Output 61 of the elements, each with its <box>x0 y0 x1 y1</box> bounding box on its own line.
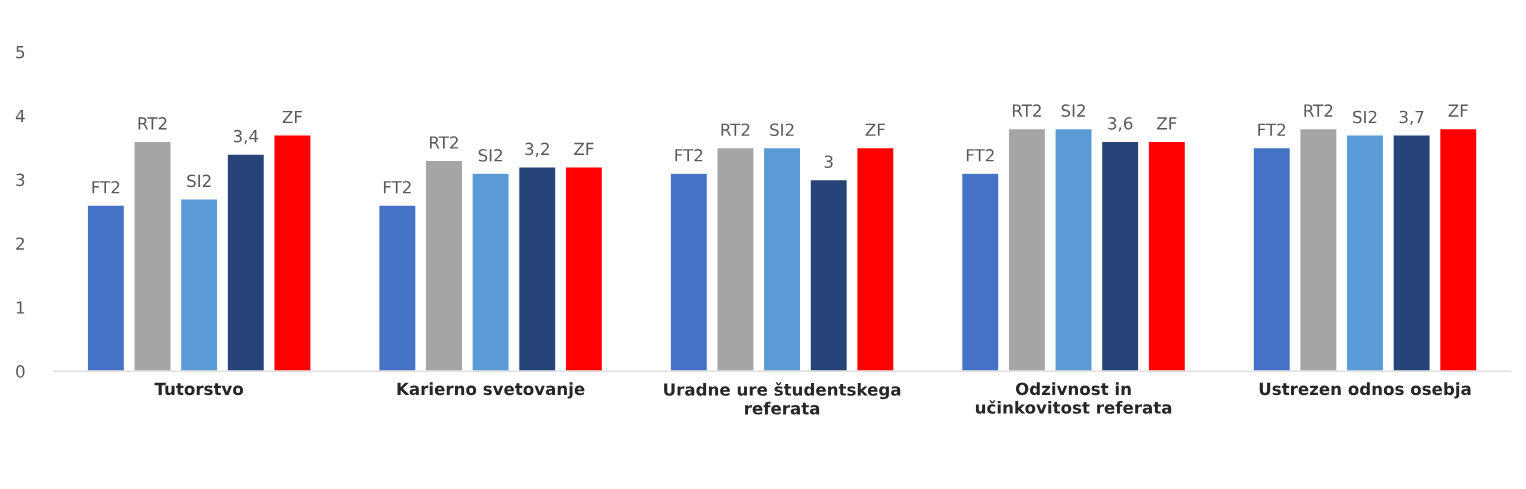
series-label: ZF <box>574 142 594 155</box>
bar <box>564 166 604 372</box>
x-tick-label: Ustrezen odnos osebja <box>1259 382 1471 399</box>
data-label: 3,4 <box>233 129 259 145</box>
y-tick-label: 5 <box>16 46 25 59</box>
x-tick-label: Tutorstvo <box>154 382 244 396</box>
bar <box>1100 140 1140 372</box>
text: FT2 <box>383 180 411 194</box>
series-label: RT2 <box>721 123 750 136</box>
bar <box>1252 146 1292 372</box>
text: SI2 <box>1061 104 1085 117</box>
series-label: FT2 <box>675 149 703 162</box>
data-label: 3 <box>824 155 833 168</box>
y-tick-label: 1 <box>16 301 25 314</box>
bar <box>1007 127 1047 372</box>
bar <box>669 172 709 372</box>
data-label: 3,2 <box>525 142 549 157</box>
x-tick-label: Odzivnost in učinkovitost referata <box>975 382 1172 414</box>
text: RT2 <box>430 136 458 149</box>
x-tick-label: Karierno svetovanje <box>397 382 585 399</box>
bar <box>471 172 510 372</box>
text: RT2 <box>1304 104 1333 117</box>
bar <box>762 146 802 372</box>
text: ZF <box>282 110 302 124</box>
y-tick-label: 0 <box>16 365 25 378</box>
series-label: SI2 <box>478 149 502 162</box>
bar <box>377 204 417 372</box>
bar <box>1392 134 1431 372</box>
text: FT2 <box>92 180 120 194</box>
text: ZF <box>1448 104 1468 117</box>
bar <box>855 146 895 372</box>
y-tick-label: 4 <box>15 109 25 123</box>
bar <box>226 153 266 372</box>
bar <box>424 159 464 372</box>
bar <box>809 178 849 372</box>
text: ZF <box>865 123 885 136</box>
bar <box>133 140 172 372</box>
text: FT2 <box>966 149 994 162</box>
bar <box>1054 127 1093 372</box>
text: FT2 <box>1258 123 1286 136</box>
text: ZF <box>1157 117 1177 130</box>
bar <box>517 166 557 372</box>
y-tick-label: 3 <box>16 173 25 187</box>
bar <box>1345 134 1385 372</box>
data-label: 3,6 <box>1108 117 1133 132</box>
text: RT2 <box>138 117 167 130</box>
text: SI2 <box>1353 110 1377 124</box>
y-tick-label: 2 <box>16 237 24 250</box>
bar <box>1438 127 1478 372</box>
bar <box>1299 127 1338 372</box>
bar <box>273 134 312 372</box>
bar <box>86 204 126 372</box>
x-tick-label: Uradne ure študentskega referata <box>664 382 901 415</box>
bar <box>179 198 219 372</box>
bar <box>1147 140 1187 372</box>
data-label: 3,7 <box>1399 110 1424 125</box>
text: SI2 <box>187 174 211 188</box>
bar <box>960 172 1000 372</box>
text: RT2 <box>1012 104 1041 117</box>
text: SI2 <box>770 123 794 137</box>
bar <box>716 146 755 372</box>
